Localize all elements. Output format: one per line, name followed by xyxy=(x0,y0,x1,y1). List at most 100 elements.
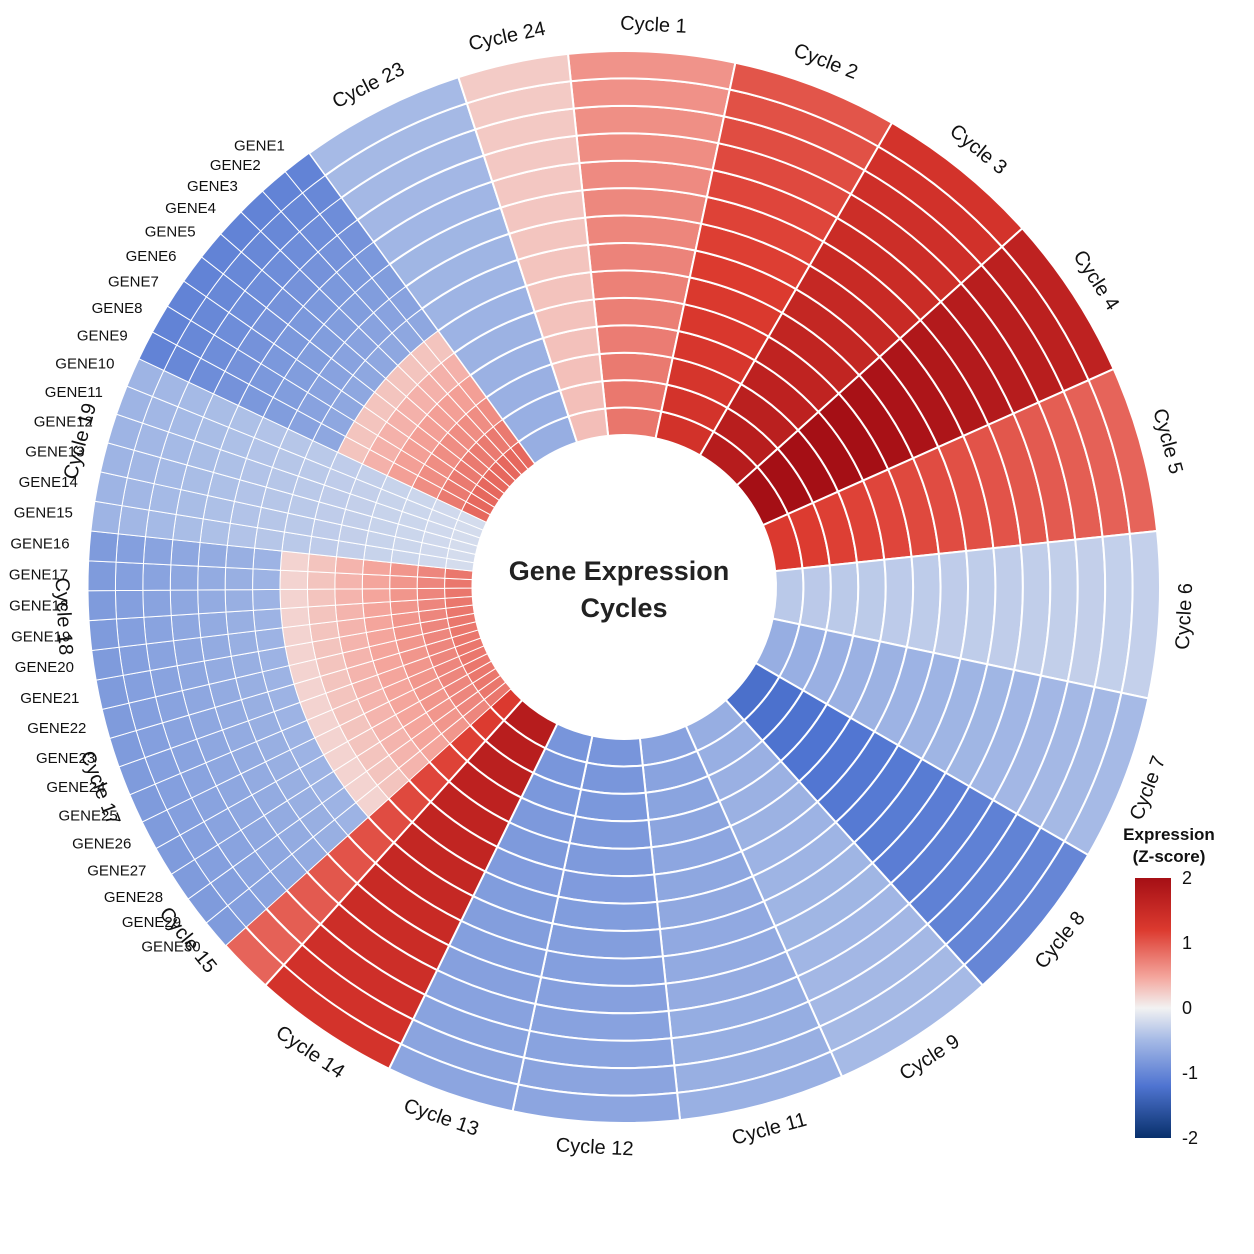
legend-tick-label: -1 xyxy=(1182,1063,1198,1083)
gene-cell xyxy=(389,587,419,603)
heatmap-cell xyxy=(604,406,663,440)
gene-label: GENE26 xyxy=(72,836,131,853)
gene-cell xyxy=(115,533,147,565)
gene-label: GENE14 xyxy=(19,474,78,491)
gene-cell xyxy=(172,513,204,543)
legend-title-line2: (Z-score) xyxy=(1133,847,1206,866)
gene-label: GENE7 xyxy=(108,274,159,291)
gene-cell xyxy=(416,576,446,589)
heatmap-cell xyxy=(878,555,915,649)
gene-cell xyxy=(444,587,473,599)
gene-label: GENE21 xyxy=(20,690,79,707)
gene-cell xyxy=(197,541,228,569)
gene-cell xyxy=(88,618,120,652)
gene-label: GENE15 xyxy=(14,504,73,521)
gene-cell xyxy=(90,500,123,535)
gene-label: GENE3 xyxy=(187,178,238,195)
gene-cell xyxy=(142,589,172,618)
gene-cell xyxy=(252,568,281,591)
heatmap-cell xyxy=(592,296,686,333)
gene-cell xyxy=(334,602,365,622)
legend-tick-label: -2 xyxy=(1182,1128,1198,1148)
inner-hole xyxy=(472,435,776,739)
gene-label: GENE9 xyxy=(77,327,128,344)
gene-cell xyxy=(117,505,150,538)
gene-label: GENE4 xyxy=(165,200,216,217)
gene-wedge xyxy=(87,152,536,947)
chart-title-line1: Gene Expression xyxy=(509,556,730,586)
gene-label: GENE1 xyxy=(234,137,285,154)
color-legend: Expression (Z-score) 2 1 0 -1 -2 xyxy=(1123,825,1215,1148)
gene-cell xyxy=(252,608,283,632)
gene-cell xyxy=(306,571,336,590)
gene-label: GENE23 xyxy=(36,750,95,767)
gene-label: GENE13 xyxy=(25,443,84,460)
gene-cell xyxy=(252,547,283,571)
gene-label: GENE30 xyxy=(141,938,200,955)
gene-cell xyxy=(169,564,199,591)
gene-label: GENE11 xyxy=(45,384,103,401)
gene-cell xyxy=(280,606,311,629)
heatmap-cell xyxy=(574,788,650,823)
heatmap-cell xyxy=(598,351,674,386)
gene-cell xyxy=(88,530,119,563)
heatmap-cell xyxy=(579,761,647,795)
heatmap-cell xyxy=(825,561,860,637)
gene-cell xyxy=(197,589,227,615)
legend-tick-label: 2 xyxy=(1182,868,1192,888)
gene-cell xyxy=(416,587,446,601)
gene-label: GENE17 xyxy=(9,566,68,583)
gene-cell xyxy=(144,509,177,541)
gene-cell xyxy=(279,569,309,590)
gene-label: GENE6 xyxy=(126,248,177,265)
gene-cell xyxy=(284,152,326,194)
gene-cell xyxy=(114,561,144,592)
gene-label: GENE19 xyxy=(11,628,70,645)
gene-label: GENE29 xyxy=(122,914,181,931)
gene-cell xyxy=(170,613,202,642)
gene-label: GENE5 xyxy=(145,224,196,241)
gene-cell xyxy=(307,604,338,626)
heatmap-cell xyxy=(457,52,572,105)
gene-label: GENE10 xyxy=(55,355,114,372)
gene-cell xyxy=(142,562,172,591)
heatmap-cell xyxy=(585,734,644,768)
heatmap-cell xyxy=(568,814,653,850)
cycle-label: Cycle 5 xyxy=(1148,406,1187,476)
gene-cell xyxy=(306,588,336,608)
gene-cell xyxy=(227,630,259,657)
gene-cell xyxy=(252,588,282,611)
gene-cell xyxy=(95,674,130,711)
gene-cell xyxy=(225,544,256,570)
gene-cell xyxy=(87,590,117,622)
cycle-label: Cycle 2 xyxy=(791,39,861,83)
gene-cell xyxy=(91,646,124,681)
cycle-label: Cycle 1 xyxy=(620,12,688,37)
legend-title-line1: Expression xyxy=(1123,825,1215,844)
gene-cell xyxy=(115,616,147,648)
gene-label: GENE27 xyxy=(87,863,146,880)
heatmap-cell xyxy=(798,564,832,632)
gene-cell xyxy=(361,573,391,590)
heatmap-cell xyxy=(601,379,669,413)
cycle-label: Cycle 6 xyxy=(1172,582,1197,650)
gene-cell xyxy=(197,565,227,591)
cycle-label: Cycle 11 xyxy=(730,1109,809,1150)
heatmap-cell xyxy=(595,324,680,360)
gene-cell xyxy=(224,566,254,591)
gene-cell xyxy=(224,589,254,613)
gene-cell xyxy=(145,640,178,672)
cycle-label: Cycle 7 xyxy=(1126,753,1170,823)
gene-cell xyxy=(389,575,418,590)
chart-title-line2: Cycles xyxy=(580,593,667,623)
gene-label: GENE2 xyxy=(210,157,261,174)
legend-color-bar xyxy=(1135,878,1171,1138)
gene-labels: GENE1 GENE2 GENE3 GENE4 GENE5 GENE6 GENE7 GENE8… xyxy=(9,137,285,955)
gene-cell xyxy=(334,572,364,590)
gene-label: GENE28 xyxy=(104,889,163,906)
gene-label: GENE20 xyxy=(15,659,74,676)
gene-cell xyxy=(169,589,200,617)
gene-cell xyxy=(254,627,286,653)
gene-label: GENE12 xyxy=(34,414,93,431)
gene-cell xyxy=(143,614,175,645)
